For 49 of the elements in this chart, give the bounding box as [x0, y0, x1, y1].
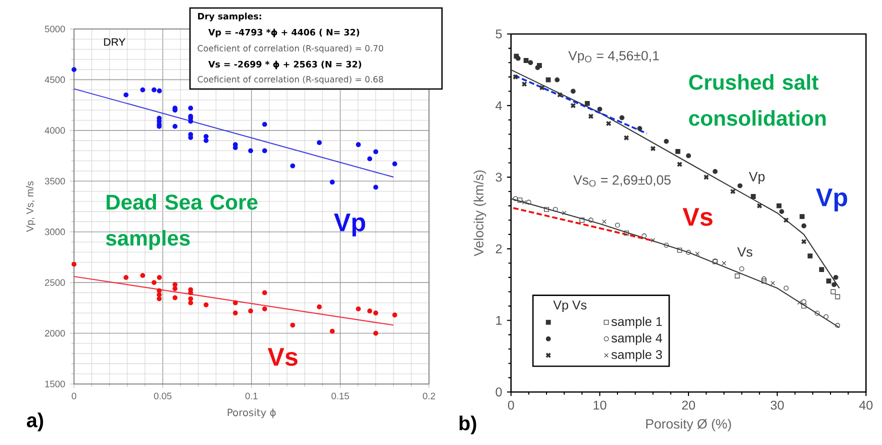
x-tick-label: 0.2 — [422, 392, 436, 400]
series-label: Vs — [268, 348, 298, 366]
annotation: Vs$_{O}$ = 2,69±0,05 — [573, 175, 671, 187]
legend-label: sample 4 — [611, 333, 662, 346]
x-tick-label: 0 — [508, 400, 514, 410]
text: a) — [26, 412, 44, 432]
annotation: Coeficient of correlation (R-squared) = 0.68 — [198, 76, 384, 84]
annotation: Vp = -4793 *ϕ + 4406 ( N= 32) — [208, 28, 360, 38]
series-label: Vp — [748, 172, 765, 184]
x-tick-label: 0.05 — [154, 392, 172, 400]
legend-label: sample 3 — [611, 350, 662, 362]
y-tick-label: 4000 — [44, 127, 65, 134]
text: Dry samples: — [198, 12, 262, 22]
y-tick-label: 2000 — [44, 330, 65, 337]
y-tick-label: 3 — [496, 172, 502, 182]
legend-title: Vp Vs — [553, 300, 586, 312]
y-tick-label: 3500 — [44, 178, 65, 184]
text: b) — [460, 416, 476, 434]
y-tick-label: 3000 — [44, 228, 65, 236]
y-tick-label: 2 — [496, 244, 502, 254]
x-tick-label: 0.15 — [332, 392, 349, 400]
annotation: Coeficient of correlation (R-squared) = 0.70 — [198, 44, 384, 54]
y-tick-label: 5000 — [44, 26, 65, 32]
annotation: Vs = -2699 * ϕ + 2563 (N = 32) — [208, 60, 362, 70]
x-tick-label: 10 — [594, 400, 606, 410]
y-tick-label: 1500 — [45, 380, 65, 388]
y-tick-label: 5 — [496, 30, 502, 38]
x-tick-label: 0.1 — [245, 392, 258, 400]
x-tick-label: 20 — [682, 400, 696, 410]
series-label: Vs — [682, 208, 712, 226]
annotation: Vp$_{O}$ = 4,56±0,1 — [568, 50, 659, 64]
y-tick-label: 1 — [496, 316, 502, 325]
x-axis-title: Porosity Ø (%) — [646, 418, 731, 432]
x-axis-title: Porosity ϕ — [228, 408, 276, 418]
y-axis-title: Vp, Vs, m/s — [26, 181, 36, 232]
annotation: Crushed salt consolidation — [689, 74, 826, 126]
x-tick-label: 0 — [72, 392, 76, 400]
series-label: Vs — [737, 247, 752, 257]
series-label: Vp — [334, 214, 366, 236]
x-tick-label: 30 — [770, 400, 784, 410]
y-axis-title: Velocity (km/s) — [474, 170, 486, 256]
annotation: DRY — [104, 38, 126, 46]
annotation: Dead Sea Core samples — [106, 194, 258, 250]
text: Vp — [816, 188, 848, 212]
y-tick-label: 4 — [496, 101, 502, 110]
y-tick-label: 2500 — [44, 279, 65, 286]
legend-label: sample 1 — [611, 316, 662, 329]
x-tick-label: 40 — [859, 400, 873, 410]
y-tick-label: 4500 — [44, 76, 65, 83]
